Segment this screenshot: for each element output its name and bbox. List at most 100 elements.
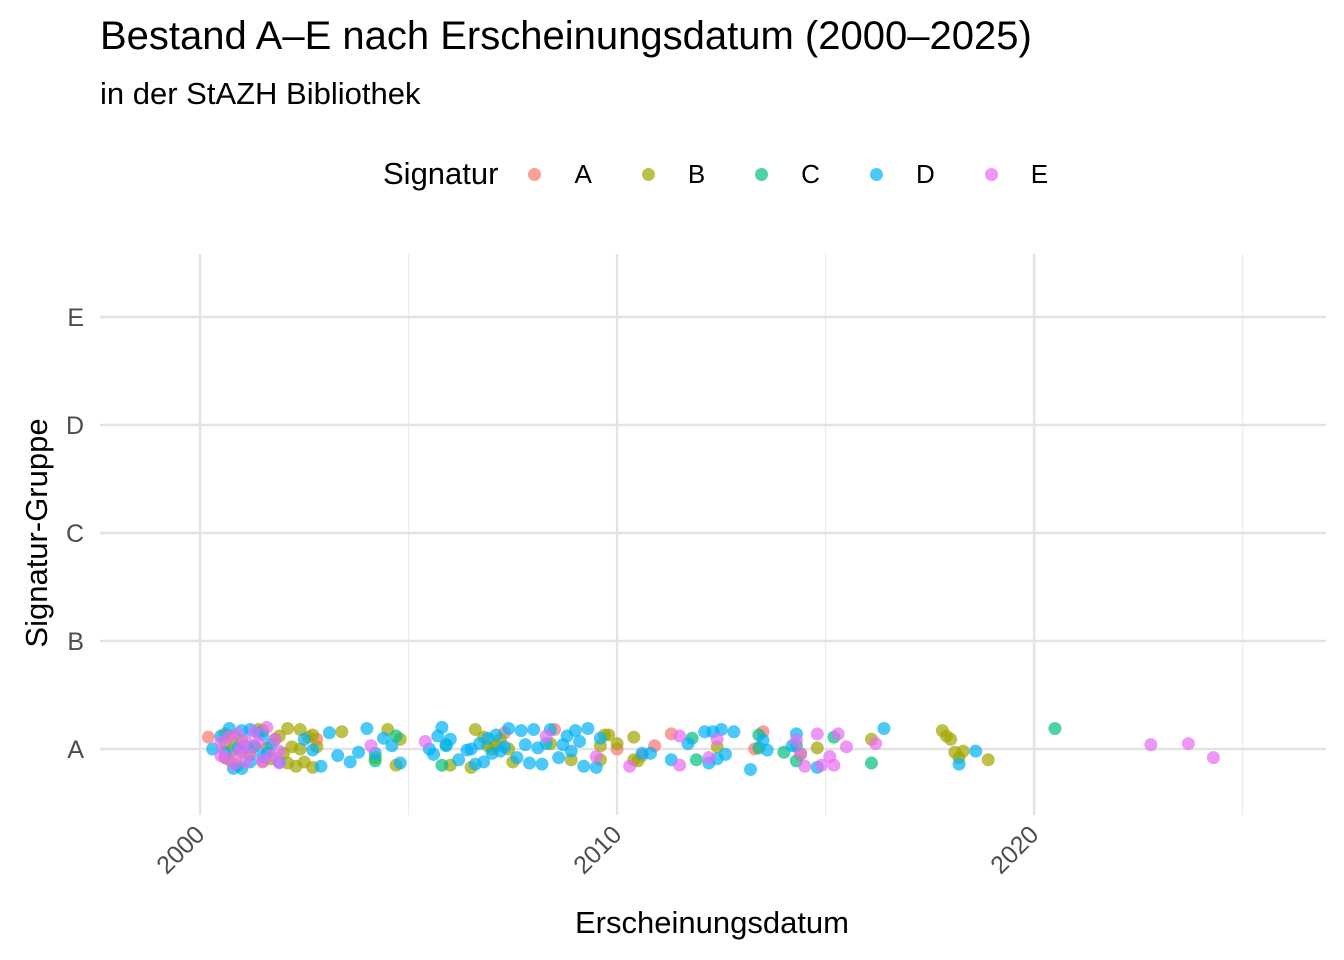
point-b (956, 744, 970, 758)
point-c (864, 756, 878, 770)
point-c (689, 753, 703, 767)
legend-item-b: B (641, 158, 706, 190)
point-b (335, 725, 349, 739)
point-d (564, 744, 578, 758)
point-d (360, 721, 374, 735)
point-e (710, 732, 724, 746)
point-d (331, 748, 345, 762)
point-e (1181, 737, 1195, 751)
point-d (518, 738, 532, 752)
point-d (877, 721, 891, 735)
point-d (727, 725, 741, 739)
point-d (393, 756, 407, 770)
legend-item-e: E (984, 159, 1048, 190)
point-d (514, 724, 528, 738)
y-tick-label-d: D (66, 412, 84, 440)
point-e (1206, 751, 1220, 765)
legend-label-d: D (915, 158, 935, 189)
point-e (798, 759, 812, 773)
point-e (702, 751, 716, 765)
point-d (681, 737, 695, 751)
point-d (510, 751, 524, 765)
point-e (268, 732, 282, 746)
x-tick-label-2020: 2020 (985, 820, 1044, 879)
point-d (568, 724, 582, 738)
legend-label-b: B (687, 158, 706, 189)
point-e (247, 725, 261, 739)
point-d (581, 721, 595, 735)
point-d (643, 746, 657, 760)
y-tick-label-e: E (67, 304, 84, 332)
legend-key-a (528, 167, 542, 181)
x-axis-title: Erscheinungsdatum (575, 905, 849, 940)
point-e (831, 727, 845, 741)
legend: Signatur A B C D E (383, 153, 1048, 195)
point-d (535, 757, 549, 771)
point-e (272, 756, 286, 770)
point-d (502, 721, 516, 735)
point-d (443, 732, 457, 746)
point-d (306, 743, 320, 757)
point-b (610, 737, 624, 751)
point-b (468, 723, 482, 737)
point-d (527, 723, 541, 737)
y-tick-label-c: C (66, 520, 84, 548)
x-tick-label-2000: 2000 (151, 820, 210, 879)
point-e (869, 737, 883, 751)
point-b (944, 732, 958, 746)
point-e (418, 734, 432, 748)
point-b (810, 741, 824, 755)
point-d (952, 757, 966, 771)
legend-key-d (869, 167, 883, 181)
point-d (593, 731, 607, 745)
legend-label-a: A (574, 158, 592, 189)
point-d (714, 723, 728, 737)
y-tick-label-b: B (67, 628, 84, 656)
legend-item-a: A (528, 158, 592, 190)
chart-subtitle: in der StAZH Bibliothek (100, 76, 421, 111)
y-axis-title: Signatur-Gruppe (19, 418, 54, 647)
point-c (1048, 721, 1062, 735)
point-e (589, 750, 603, 764)
point-e (794, 746, 808, 760)
legend-title: Signatur (383, 156, 499, 191)
point-d (573, 734, 587, 748)
point-e (243, 746, 257, 760)
point-d (314, 759, 328, 773)
point-c (389, 729, 403, 743)
point-e (1144, 738, 1158, 752)
point-d (343, 755, 357, 769)
chart-title: Bestand A–E nach Erscheinungsdatum (2000… (100, 14, 1032, 58)
point-d (577, 759, 591, 773)
y-tick-label-a: A (67, 736, 84, 764)
point-e (231, 727, 245, 741)
point-e (272, 744, 286, 758)
point-e (239, 734, 253, 748)
point-d (523, 756, 537, 770)
point-e (251, 736, 265, 750)
point-d (489, 728, 503, 742)
point-d (322, 726, 336, 740)
point-e (226, 757, 240, 771)
point-d (297, 732, 311, 746)
point-d (589, 760, 603, 774)
point-d (352, 745, 366, 759)
x-tick-label-2010: 2010 (568, 820, 627, 879)
point-e (364, 739, 378, 753)
legend-item-d: D (869, 158, 935, 190)
point-d (452, 753, 466, 767)
point-b (281, 721, 295, 735)
point-c (435, 758, 449, 772)
point-d (719, 747, 733, 761)
point-d (497, 740, 511, 754)
point-e (673, 758, 687, 772)
legend-item-c: C (755, 159, 820, 190)
legend-label-c: C (801, 158, 820, 189)
axis-layer: A B C D E 2000 2010 2020 (66, 304, 1044, 880)
point-d (756, 733, 770, 747)
point-e (814, 758, 828, 772)
point-b (293, 723, 307, 737)
point-e (839, 740, 853, 754)
point-e (789, 733, 803, 747)
